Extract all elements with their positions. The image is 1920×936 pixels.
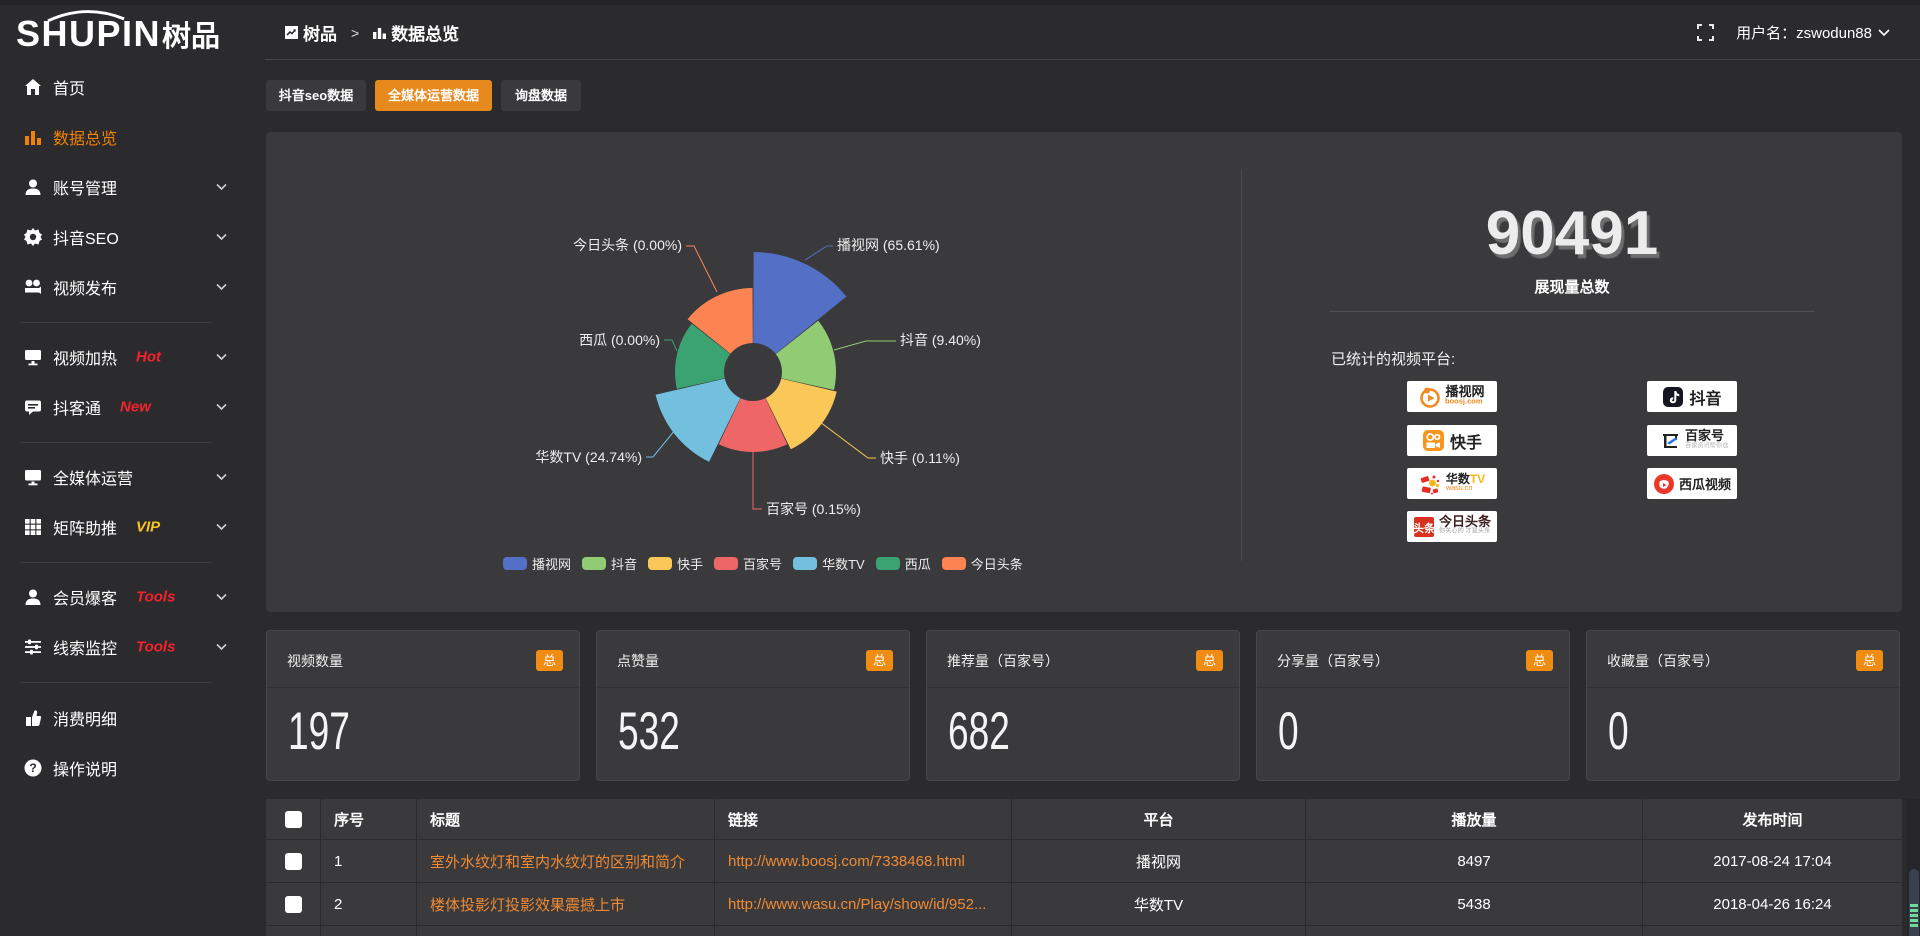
svg-text:今日头条 (0.00%): 今日头条 (0.00%) <box>573 237 682 253</box>
svg-text:抖音 (9.40%): 抖音 (9.40%) <box>900 332 981 348</box>
svg-text:头条: 头条 <box>1413 521 1435 535</box>
svg-text:播视网 (65.61%): 播视网 (65.61%) <box>837 237 940 253</box>
svg-text:百家号 (0.15%): 百家号 (0.15%) <box>766 501 861 517</box>
svg-text:?: ? <box>29 761 36 775</box>
svg-text:快手 (0.11%): 快手 (0.11%) <box>880 450 960 466</box>
svg-text:华数TV (24.74%): 华数TV (24.74%) <box>535 449 642 465</box>
svg-text:西瓜 (0.00%): 西瓜 (0.00%) <box>579 332 660 348</box>
